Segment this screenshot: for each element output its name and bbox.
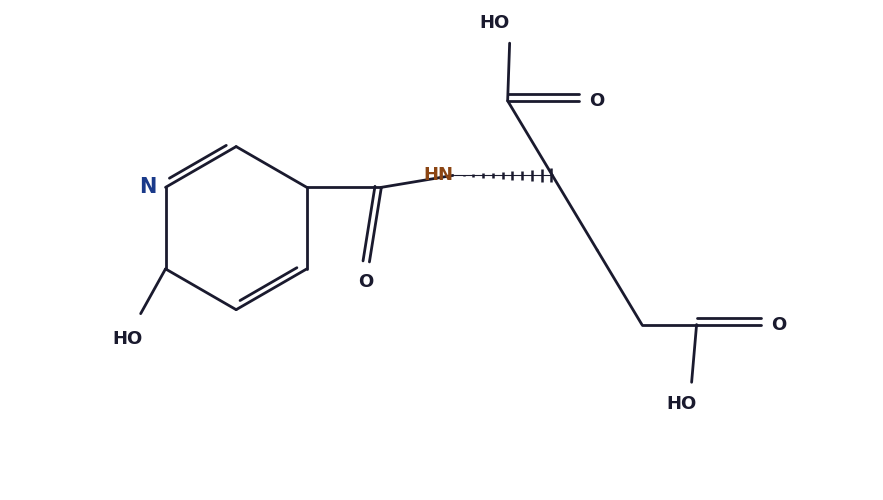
Text: HO: HO [667, 395, 697, 413]
Text: HO: HO [479, 14, 509, 32]
Text: O: O [772, 316, 787, 334]
Text: O: O [358, 273, 373, 291]
Text: HO: HO [113, 330, 143, 347]
Text: HN: HN [423, 166, 453, 184]
Text: O: O [590, 92, 605, 110]
Text: N: N [139, 178, 156, 198]
